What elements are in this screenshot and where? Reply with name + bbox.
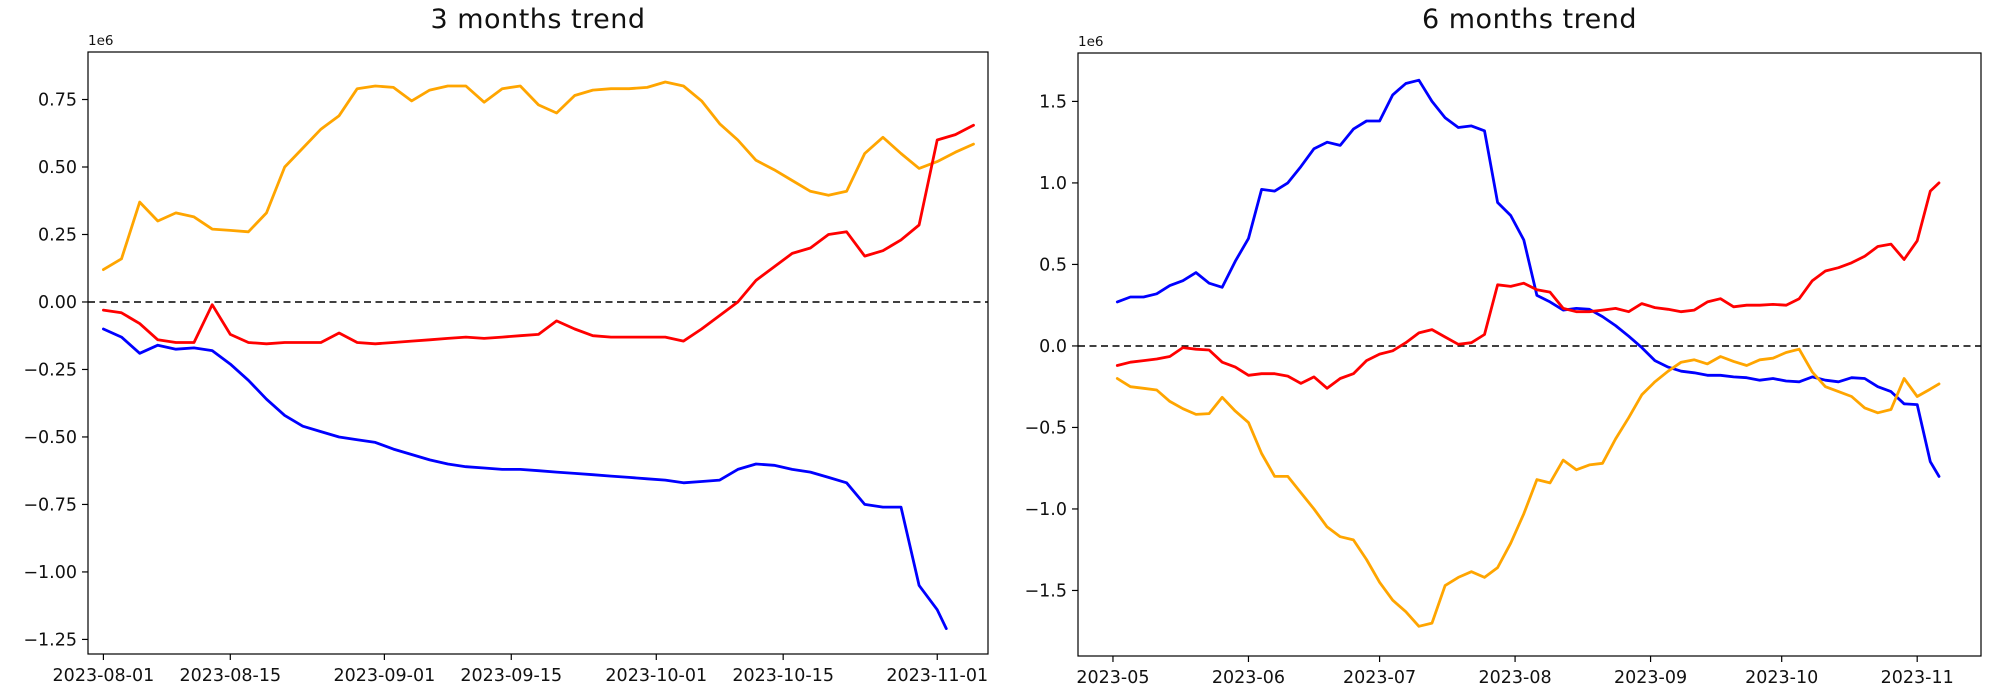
svg-text:0.5: 0.5 — [1039, 255, 1067, 275]
svg-text:2023-05: 2023-05 — [1076, 668, 1149, 688]
svg-text:2023-09-01: 2023-09-01 — [334, 666, 436, 686]
svg-text:0.50: 0.50 — [38, 158, 77, 178]
svg-text:2023-10-15: 2023-10-15 — [732, 666, 834, 686]
svg-text:0.0: 0.0 — [1039, 337, 1067, 357]
chart-canvas-3-months: 0.75 0.50 0.25 0.00 −0.25 −0.50 −0.75 −1.00 −1.2… — [23, 33, 989, 686]
svg-text:2023-08-15: 2023-08-15 — [179, 666, 281, 686]
svg-text:2023-06: 2023-06 — [1212, 668, 1285, 688]
svg-text:1.5: 1.5 — [1039, 92, 1067, 112]
svg-text:2023-08-01: 2023-08-01 — [53, 666, 155, 686]
svg-text:−1.25: −1.25 — [23, 630, 77, 650]
svg-text:2023-10-01: 2023-10-01 — [605, 666, 707, 686]
svg-text:−0.25: −0.25 — [23, 360, 77, 380]
chart-title-6-months: 6 months trend — [1422, 4, 1637, 35]
svg-text:−1.00: −1.00 — [23, 563, 77, 583]
svg-text:0.25: 0.25 — [38, 225, 77, 245]
svg-text:1e6: 1e6 — [88, 33, 113, 49]
svg-text:2023-10: 2023-10 — [1745, 668, 1818, 688]
svg-text:2023-08: 2023-08 — [1479, 668, 1552, 688]
svg-text:−0.5: −0.5 — [1025, 418, 1068, 438]
svg-text:−1.0: −1.0 — [1025, 500, 1068, 520]
svg-text:2023-09-15: 2023-09-15 — [460, 666, 562, 686]
svg-text:2023-11-01: 2023-11-01 — [886, 666, 988, 686]
chart-panel-6-months: 6 months trend 1.5 1.0 0.5 0.0 −0.5 −1.0 −1.5 2… — [1000, 0, 2000, 700]
svg-text:2023-11: 2023-11 — [1881, 668, 1954, 688]
chart-title-3-months: 3 months trend — [430, 4, 646, 35]
svg-text:−0.75: −0.75 — [23, 495, 77, 515]
chart-panel-3-months: 3 months trend 0.75 0.50 0.25 0.00 −0.25 −0.5… — [23, 4, 989, 686]
chart-canvas-6-months: 1.5 1.0 0.5 0.0 −0.5 −1.0 −1.5 2023-05 2023-06 20… — [1025, 34, 1982, 688]
svg-text:2023-07: 2023-07 — [1343, 668, 1416, 688]
svg-text:0.75: 0.75 — [38, 91, 77, 111]
svg-text:1e6: 1e6 — [1078, 34, 1103, 50]
svg-text:−1.5: −1.5 — [1025, 581, 1068, 601]
svg-text:2023-09: 2023-09 — [1614, 668, 1687, 688]
svg-text:−0.50: −0.50 — [23, 428, 77, 448]
svg-text:1.0: 1.0 — [1039, 174, 1067, 194]
svg-text:0.00: 0.00 — [38, 293, 77, 313]
